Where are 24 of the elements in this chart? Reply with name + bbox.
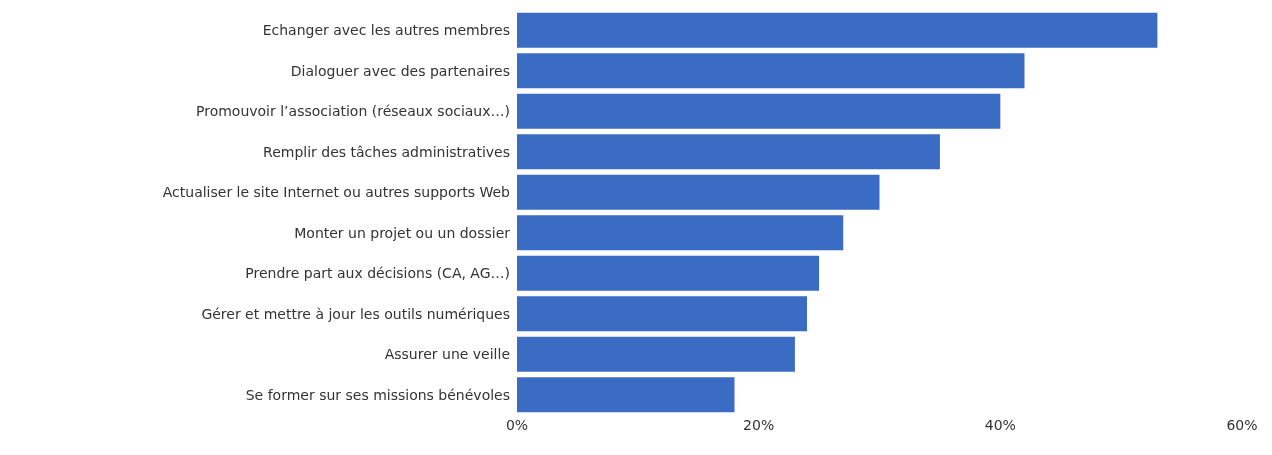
x-tick-label: 0%: [505, 417, 529, 433]
bar: [517, 134, 940, 170]
y-tick-label: Dialoguer avec des partenaires: [290, 62, 510, 79]
y-tick-label: Remplir des tâches administratives: [263, 143, 510, 160]
y-tick-label: Assurer une veille: [384, 346, 510, 363]
y-tick-label: Actualiser le site Internet ou autres supports Web: [162, 184, 511, 201]
x-tick-label: 40%: [984, 417, 1016, 433]
y-tick-label: Se former sur ses missions bénévoles: [245, 386, 510, 403]
bar: [517, 296, 807, 332]
bar: [517, 255, 820, 291]
bar: [517, 377, 735, 413]
x-tick-label: 60%: [1226, 417, 1258, 433]
bar: [517, 53, 1025, 89]
y-tick-label: Monter un projet ou un dossier: [294, 224, 511, 241]
bar: [517, 93, 1001, 129]
bar: [517, 336, 795, 372]
bar: [517, 215, 844, 251]
y-tick-label: Echanger avec les autres membres: [262, 22, 510, 39]
y-tick-label: Promouvoir l’association (réseaux sociaux…): [195, 103, 510, 120]
y-tick-label: Gérer et mettre à jour les outils numériques: [201, 305, 510, 322]
bar: [517, 174, 880, 210]
x-tick-label: 20%: [743, 417, 775, 433]
y-tick-label: Prendre part aux décisions (CA, AG…): [245, 265, 510, 282]
bar: [517, 12, 1158, 48]
